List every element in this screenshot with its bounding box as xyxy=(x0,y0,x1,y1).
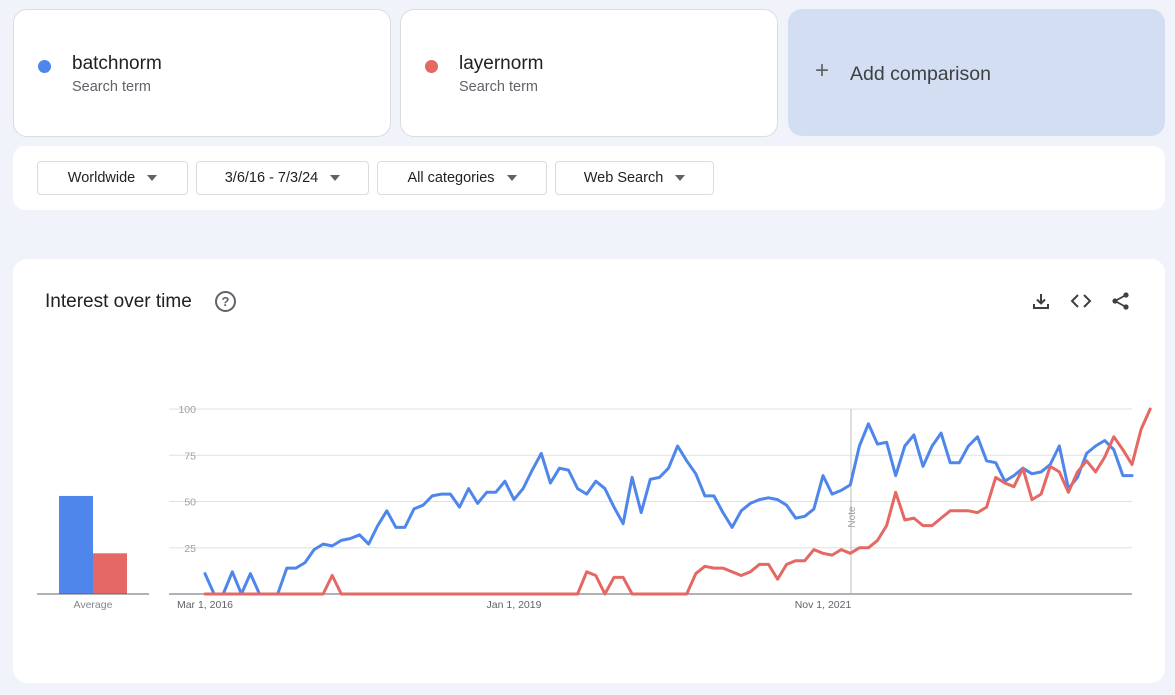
note-annotation[interactable]: Note xyxy=(847,506,858,528)
category-select[interactable]: All categories xyxy=(377,161,547,195)
add-comparison-button[interactable]: + Add comparison xyxy=(788,9,1165,136)
search-type-select[interactable]: Web Search xyxy=(555,161,714,195)
caret-down-icon xyxy=(330,175,340,181)
category-value: All categories xyxy=(407,170,494,186)
caret-down-icon xyxy=(675,175,685,181)
average-bar-chart: Average xyxy=(37,496,149,611)
region-select[interactable]: Worldwide xyxy=(37,161,188,195)
term-color-dot xyxy=(425,60,438,73)
plus-icon: + xyxy=(815,59,829,83)
interest-over-time-card: Interest over time ? Average 100 75 50 25 Ma… xyxy=(13,259,1165,683)
average-bar-batchnorm xyxy=(59,496,93,594)
term-type: Search term xyxy=(72,79,151,95)
average-label: Average xyxy=(74,599,113,611)
y-tick-label: 100 xyxy=(178,404,196,416)
term-name: layernorm xyxy=(459,53,543,75)
term-card-layernorm[interactable]: layernorm Search term xyxy=(400,9,778,137)
x-tick-label: Mar 1, 2016 xyxy=(177,599,233,611)
average-bar-layernorm xyxy=(93,553,127,594)
x-tick-label: Jan 1, 2019 xyxy=(487,599,542,611)
filter-bar: Worldwide 3/6/16 - 7/3/24 All categories… xyxy=(13,146,1165,210)
series-line-batchnorm[interactable] xyxy=(205,424,1132,594)
interest-chart: Average 100 75 50 25 Mar 1, 2016 Jan 1, 2019 N… xyxy=(13,259,1165,683)
term-name: batchnorm xyxy=(72,53,162,75)
y-tick-label: 25 xyxy=(184,543,196,555)
region-value: Worldwide xyxy=(68,170,135,186)
y-tick-label: 75 xyxy=(184,450,196,462)
caret-down-icon xyxy=(507,175,517,181)
y-tick-label: 50 xyxy=(184,497,196,509)
term-card-batchnorm[interactable]: batchnorm Search term xyxy=(13,9,391,137)
term-type: Search term xyxy=(459,79,538,95)
term-color-dot xyxy=(38,60,51,73)
search-type-value: Web Search xyxy=(584,170,664,186)
caret-down-icon xyxy=(147,175,157,181)
x-tick-label: Nov 1, 2021 xyxy=(795,599,852,611)
date-range-select[interactable]: 3/6/16 - 7/3/24 xyxy=(196,161,369,195)
date-range-value: 3/6/16 - 7/3/24 xyxy=(225,170,319,186)
add-comparison-label: Add comparison xyxy=(850,63,991,86)
